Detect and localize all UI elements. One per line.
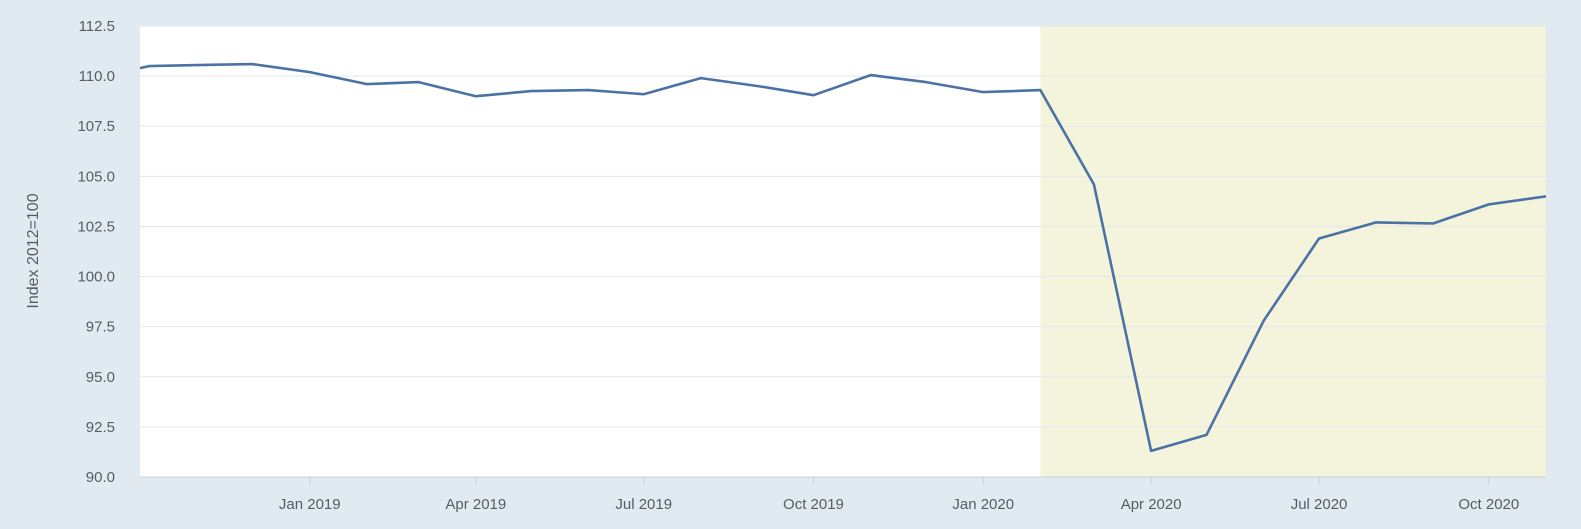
x-tick-label: Jan 2020 [952, 496, 1014, 513]
y-axis-title: Index 2012=100 [25, 193, 42, 308]
y-tick-label: 92.5 [86, 419, 115, 436]
y-tick-label: 95.0 [86, 369, 115, 386]
x-tick-label: Jul 2020 [1291, 496, 1348, 513]
x-tick-label: Jul 2019 [615, 496, 672, 513]
gridlines [140, 25, 1546, 428]
y-tick-label: 110.0 [79, 68, 115, 85]
y-tick-label: 102.5 [77, 218, 115, 235]
shaded-region [1040, 26, 1546, 477]
y-tick-label: 90.0 [86, 469, 115, 486]
x-tick-label: Oct 2019 [783, 496, 844, 513]
series-line [139, 62, 1547, 453]
y-tick-label: 112.5 [79, 18, 115, 35]
y-tick-label: 105.0 [77, 168, 115, 185]
y-tick-label: 107.5 [77, 118, 115, 135]
y-tick-label: 100.0 [77, 269, 115, 286]
x-tick-label: Jan 2019 [279, 496, 341, 513]
x-tick-label: Oct 2020 [1458, 496, 1519, 513]
x-tick-label: Apr 2019 [445, 496, 506, 513]
x-tick-label: Apr 2020 [1121, 496, 1182, 513]
y-axis-ticks: 90.0 92.5 95.0 97.5 100.0 102.5 105.0 107.5 110.… [77, 18, 115, 486]
x-axis-ticks: Jan 2019 Apr 2019 Jul 2019 Oct 2019 Jan 2020… [279, 477, 1519, 513]
y-tick-label: 97.5 [86, 319, 115, 336]
